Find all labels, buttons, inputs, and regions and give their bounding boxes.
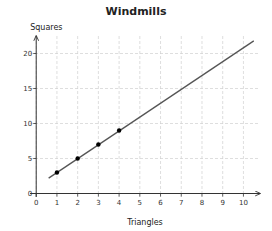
- grid-line-x: [160, 36, 161, 197]
- x-tick: [98, 194, 99, 197]
- point: [55, 170, 59, 174]
- grid-line-x: [119, 36, 120, 197]
- y-tick-label: 0: [28, 190, 32, 198]
- x-axis-label: Triangles: [126, 218, 163, 227]
- y-axis-line: [36, 36, 37, 197]
- x-tick: [56, 194, 57, 197]
- x-axis-line: [30, 193, 260, 194]
- y-tick: [33, 123, 36, 124]
- x-tick: [160, 194, 161, 197]
- grid-line-x: [201, 36, 202, 197]
- y-tick: [33, 193, 36, 194]
- point: [96, 142, 100, 146]
- x-tick: [181, 194, 182, 197]
- point: [117, 128, 121, 132]
- grid-line-x: [222, 36, 223, 197]
- x-tick-label: 8: [200, 199, 204, 207]
- grid-line-x: [36, 36, 37, 197]
- y-tick: [33, 88, 36, 89]
- axes: 0 1 2 3 4 5 6 7 8 9 10 0 5 10 15 20: [23, 36, 260, 207]
- x-tick-label: 9: [220, 199, 224, 207]
- y-tick: [33, 53, 36, 54]
- title: Windmills: [106, 5, 167, 18]
- x-tick: [201, 194, 202, 197]
- grid-line-y: [30, 53, 260, 54]
- x-tick: [139, 194, 140, 197]
- x-tick-label: 1: [55, 199, 59, 207]
- y-tick-label: 10: [23, 120, 32, 128]
- data: [49, 41, 254, 178]
- grid-line-x: [98, 36, 99, 197]
- x-tick: [77, 194, 78, 197]
- x-tick-label: 6: [158, 199, 163, 207]
- x-tick: [119, 194, 120, 197]
- x-tick-label: 10: [239, 199, 248, 207]
- y-tick-label: 15: [23, 85, 32, 93]
- grid-line-x: [181, 36, 182, 197]
- grid-line-y: [30, 193, 260, 194]
- grid-line-x: [77, 36, 78, 197]
- point: [75, 156, 79, 160]
- chart: 0 1 2 3 4 5 6 7 8 9 10 0 5 10 15 20 Windmills Squares Tria…: [0, 0, 272, 231]
- x-tick-label: 5: [138, 199, 142, 207]
- y-tick-label: 5: [28, 155, 32, 163]
- grid-line-x: [243, 36, 244, 197]
- x-tick-label: 3: [96, 199, 100, 207]
- grid: [30, 36, 260, 197]
- x-tick-label: 2: [75, 199, 79, 207]
- x-tick-label: 0: [34, 199, 38, 207]
- line: [49, 41, 254, 178]
- x-tick-label: 4: [117, 199, 122, 207]
- grid-line-y: [30, 158, 260, 159]
- y-axis-label: Squares: [30, 23, 62, 32]
- y-tick-label: 20: [23, 50, 32, 58]
- grid-line-y: [30, 88, 260, 89]
- x-tick: [222, 194, 223, 197]
- x-tick: [36, 194, 37, 197]
- grid-line-y: [30, 123, 260, 124]
- y-tick: [33, 158, 36, 159]
- x-tick-label: 7: [179, 199, 183, 207]
- x-tick: [243, 194, 244, 197]
